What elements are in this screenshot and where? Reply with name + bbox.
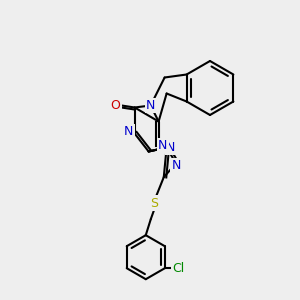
Text: O: O xyxy=(111,99,121,112)
Text: Cl: Cl xyxy=(173,262,185,275)
Text: N: N xyxy=(166,141,175,154)
Text: N: N xyxy=(158,139,167,152)
Text: S: S xyxy=(150,197,158,210)
Text: N: N xyxy=(146,99,155,112)
Text: N: N xyxy=(124,125,133,138)
Text: N: N xyxy=(171,159,181,172)
